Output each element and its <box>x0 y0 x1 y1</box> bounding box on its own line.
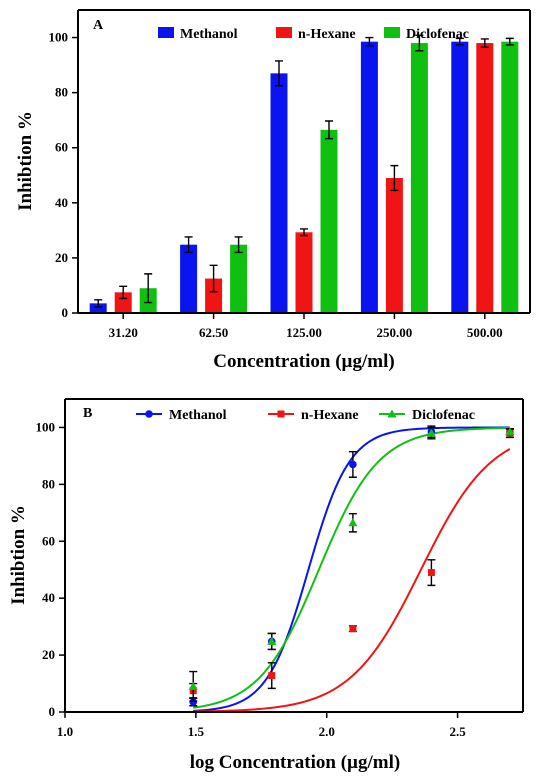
bar-diclofenac-2 <box>320 129 338 313</box>
bar-nhexane-0 <box>114 292 132 313</box>
x-tick-label-b-1: 1.5 <box>188 724 205 739</box>
chart-panel-a: A Methanol n-Hexane Diclofenac 0 20 40 60 80 10… <box>15 9 531 372</box>
bar-nhexane-4 <box>476 43 494 314</box>
point-nhexane-2 <box>349 625 357 633</box>
error-bar-nhexane-2 <box>300 228 308 237</box>
bar-nhexane-2 <box>295 232 313 313</box>
y-axis-title-a: Inhibtion % <box>15 111 36 211</box>
legend-a: Methanol n-Hexane Diclofenac <box>158 27 469 42</box>
legend-label-b-methanol: Methanol <box>169 408 227 423</box>
error-bar-nhexane-1 <box>209 264 218 293</box>
point-diclofenac-2 <box>348 518 358 527</box>
bar-diclofenac-3 <box>410 43 428 314</box>
legend-label-a-nhexane: n-Hexane <box>298 27 356 42</box>
bar-methanol-0 <box>89 303 107 313</box>
x-axis-title-b: log Concentration (µg/ml) <box>190 752 400 773</box>
point-nhexane-1 <box>268 672 276 680</box>
x-axis-title-a: Concentration (µg/ml) <box>213 351 394 372</box>
point-diclofenac-3 <box>426 428 436 437</box>
y-tick-label-a-2: 40 <box>55 195 68 210</box>
panel-a-label: A <box>93 18 104 33</box>
point-diclofenac-0 <box>188 681 198 690</box>
point-methanol-2 <box>349 460 357 469</box>
legend-label-a-diclofenac: Diclofenac <box>406 27 469 42</box>
y-tick-label-b-4: 80 <box>42 476 55 491</box>
error-bar-diclofenac-0 <box>144 273 153 304</box>
bar-methanol-4 <box>451 41 469 313</box>
point-methanol-0 <box>189 698 198 706</box>
legend-label-b-nhexane: n-Hexane <box>301 408 359 423</box>
error-bar-nhexane-4 <box>480 38 489 48</box>
error-bar-methanol-0 <box>94 299 103 308</box>
bar-methanol-1 <box>180 244 198 313</box>
bar-nhexane-1 <box>205 278 223 313</box>
error-bar-nhexane-3 <box>390 164 399 192</box>
y-axis-title-b: Inhibtion % <box>8 505 29 605</box>
point-nhexane-3 <box>427 569 435 577</box>
error-bar-methanol-3 <box>365 36 374 47</box>
legend-label-a-methanol: Methanol <box>180 27 238 42</box>
y-tick-label-b-5: 100 <box>36 419 56 434</box>
bar-nhexane-3 <box>385 178 403 313</box>
x-tick-label-a-1: 62.50 <box>199 325 228 340</box>
y-tick-label-b-3: 60 <box>42 533 55 548</box>
error-bar-nhexane-0 <box>119 285 128 300</box>
fit-curve-methanol <box>193 426 510 712</box>
legend-marker-b-diclofenac <box>387 409 397 418</box>
legend-b: Methanol n-Hexane Diclofenac <box>136 408 475 423</box>
x-tick-label-b-3: 2.5 <box>449 724 466 739</box>
legend-label-b-diclofenac: Diclofenac <box>412 408 475 423</box>
point-diclofenac-4 <box>505 427 515 436</box>
legend-swatch-a-nhexane <box>276 27 292 38</box>
error-bar-methanol-4 <box>455 37 464 46</box>
error-bar-diclofenac-2 <box>325 120 333 140</box>
y-tick-label-a-5: 100 <box>49 30 69 45</box>
y-tick-label-b-1: 20 <box>42 647 55 662</box>
legend-swatch-a-diclofenac <box>384 27 400 38</box>
bar-diclofenac-4 <box>501 41 519 313</box>
fit-curve-diclofenac <box>193 426 510 709</box>
legend-marker-b-nhexane <box>277 410 285 418</box>
bar-methanol-2 <box>270 73 288 313</box>
x-tick-label-a-3: 250.00 <box>377 325 413 340</box>
panel-b-label: B <box>83 406 92 421</box>
x-tick-label-b-2: 2.0 <box>319 724 335 739</box>
legend-swatch-a-methanol <box>158 27 174 38</box>
y-tick-label-a-4: 80 <box>55 85 68 100</box>
chart-panel-b: B Methanol n-Hexane Diclofenac 0 20 40 60 80 10… <box>8 398 524 773</box>
y-tick-label-a-1: 20 <box>55 250 68 265</box>
x-tick-label-a-2: 125.00 <box>286 325 322 340</box>
y-tick-label-a-3: 60 <box>55 140 68 155</box>
fit-curve-nhexane <box>193 448 511 713</box>
error-bar-methanol-2 <box>275 60 283 87</box>
error-bar-diclofenac-1 <box>234 236 243 254</box>
error-bar-diclofenac-3 <box>415 34 424 52</box>
y-tick-label-b-0: 0 <box>49 704 56 719</box>
y-tick-label-a-0: 0 <box>62 305 69 320</box>
error-bar-methanol-1 <box>184 236 193 254</box>
x-tick-label-a-0: 31.20 <box>109 325 138 340</box>
legend-marker-b-methanol <box>145 410 153 418</box>
x-tick-label-a-4: 500.00 <box>467 325 503 340</box>
point-diclofenac-1 <box>267 636 277 645</box>
bar-methanol-3 <box>360 41 378 313</box>
x-tick-label-b-0: 1.0 <box>57 724 73 739</box>
error-bar-diclofenac-4 <box>505 37 514 46</box>
bar-diclofenac-1 <box>230 244 248 313</box>
y-tick-label-b-2: 40 <box>42 590 55 605</box>
